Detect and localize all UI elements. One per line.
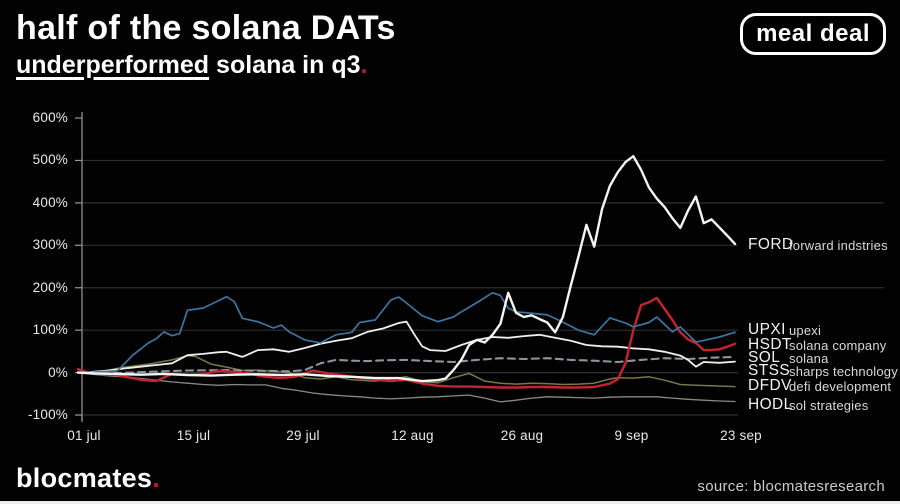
series-desc-dfdv: defi development: [789, 378, 892, 394]
y-tick-label: 200%: [32, 279, 68, 295]
series-ticker-stss: STSS: [748, 361, 791, 379]
subtitle-underlined-text: underperformed: [16, 51, 210, 79]
header: half of the solana DATs underperformed s…: [16, 8, 396, 81]
series-ticker-ford: FORD: [748, 236, 794, 254]
series-line-hodl: [77, 371, 736, 403]
page-title: half of the solana DATs: [16, 9, 396, 47]
y-tick-label: 600%: [32, 110, 68, 126]
y-tick-label: 100%: [32, 322, 68, 338]
series-desc-ford: forward indstries: [789, 238, 888, 254]
x-tick-label: 23 sep: [720, 428, 762, 443]
y-tick-label: 0%: [48, 364, 68, 380]
series-ticker-dfdv: DFDV: [748, 376, 792, 394]
series-desc-upxi: upexi: [789, 323, 822, 339]
series-ticker-upxi: UPXI: [748, 321, 786, 339]
y-tick-label: 500%: [32, 152, 68, 168]
x-tick-label: 01 jul: [67, 428, 101, 443]
y-tick-label: -100%: [27, 407, 68, 423]
x-tick-label: 15 jul: [176, 428, 211, 443]
meal-deal-logo: meal deal: [740, 13, 886, 55]
series-ticker-hsdt: HSDT: [748, 336, 792, 354]
series-line-sol: [77, 320, 736, 374]
x-tick-label: 29 jul: [286, 428, 320, 443]
blocmates-logo-period: .: [152, 463, 161, 493]
footer: blocmates. source: blocmatesresearch: [0, 458, 900, 504]
series-desc-stss: sharps technology: [789, 363, 898, 379]
series-ticker-hodl: HODL: [748, 395, 793, 413]
series-desc-hodl: sol strategies: [789, 397, 869, 413]
series-line-hsdt: [76, 296, 737, 389]
bottom-border: [0, 501, 900, 504]
x-tick-label: 9 sep: [614, 428, 649, 443]
series-ticker-sol: SOL: [748, 349, 781, 367]
subtitle-rest-text: solana in q3: [209, 51, 361, 79]
blocmates-logo-text: blocmates: [16, 463, 153, 493]
subtitle-period-accent: .: [360, 51, 368, 79]
series-line-ford: [76, 154, 737, 383]
series-line-upxi: [77, 291, 736, 374]
y-tick-label: 400%: [32, 194, 68, 210]
series-desc-hsdt: solana company: [789, 338, 887, 354]
series-desc-sol: solana: [789, 351, 829, 367]
blocmates-logo: blocmates.: [16, 463, 160, 494]
y-tick-label: 300%: [32, 237, 68, 253]
x-tick-label: 26 aug: [500, 428, 544, 443]
source-text: source: blocmatesresearch: [697, 478, 885, 495]
page-subtitle: underperformed solana in q3.: [16, 50, 396, 81]
series-line-stss: [76, 355, 737, 375]
x-tick-label: 12 aug: [391, 428, 434, 443]
